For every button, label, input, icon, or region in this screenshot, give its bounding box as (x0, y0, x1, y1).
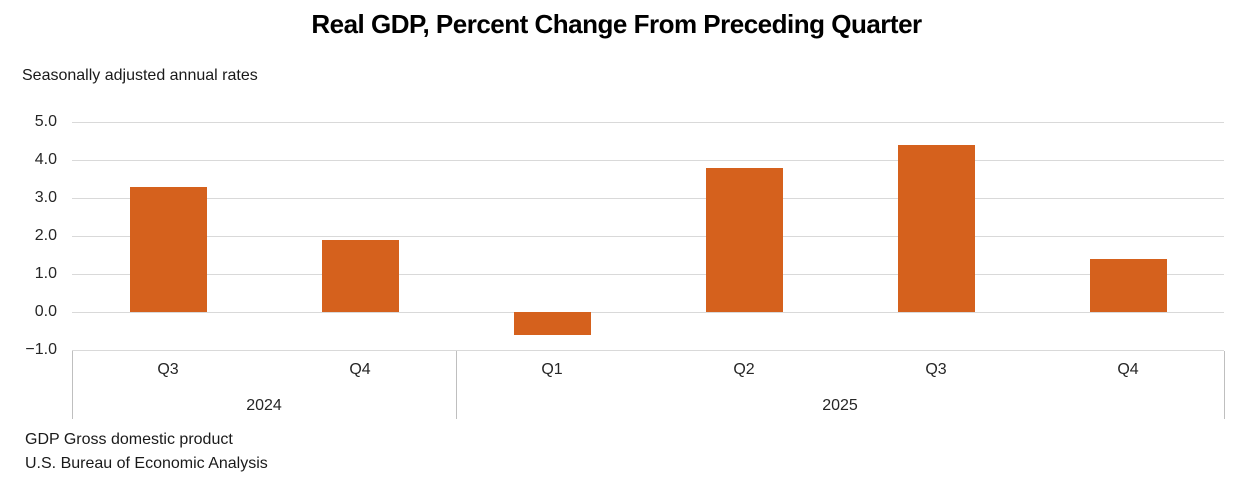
gridline (72, 350, 1224, 351)
chart-footer: GDP Gross domestic product U.S. Bureau o… (25, 428, 268, 476)
y-axis-tick-label: 1.0 (34, 265, 57, 282)
gridline (72, 236, 1224, 237)
y-axis-tick-label: 2.0 (34, 227, 57, 244)
gridline (72, 122, 1224, 123)
y-axis-tick-label: 0.0 (34, 303, 57, 320)
gridline (72, 198, 1224, 199)
gridline (72, 160, 1224, 161)
x-axis-quarter-label: Q4 (349, 361, 371, 378)
bar-q1-2025 (513, 312, 591, 335)
bar-q2-2025 (705, 167, 783, 312)
chart-title: Real GDP, Percent Change From Preceding … (311, 9, 922, 39)
y-axis-tick-label: 5.0 (34, 113, 57, 130)
axis-group-separator (72, 351, 73, 419)
bar-q3-2024 (129, 186, 207, 312)
footer-source: U.S. Bureau of Economic Analysis (25, 455, 268, 472)
x-axis-quarter-label: Q3 (925, 361, 947, 378)
x-axis-quarter-label: Q4 (1117, 361, 1139, 378)
axis-group-separator (1224, 351, 1225, 419)
bar-q4-2024 (321, 239, 399, 312)
y-axis-tick-label: 3.0 (34, 189, 57, 206)
footer-note-gdp: GDP Gross domestic product (25, 431, 233, 448)
gridline (72, 274, 1224, 275)
x-axis-quarter-label: Q3 (157, 361, 179, 378)
axis-group-separator (456, 351, 457, 419)
gridline (72, 312, 1224, 313)
bar-q3-2025 (897, 144, 975, 312)
x-axis-year-label: 2025 (822, 397, 858, 414)
y-axis-tick-label: 4.0 (34, 151, 57, 168)
y-axis-tick-label: −1.0 (25, 341, 57, 358)
chart-subtitle: Seasonally adjusted annual rates (22, 67, 258, 84)
bar-q4-2025 (1089, 258, 1167, 312)
x-axis-quarter-label: Q1 (541, 361, 563, 378)
x-axis-year-label: 2024 (246, 397, 282, 414)
x-axis-quarter-label: Q2 (733, 361, 755, 378)
